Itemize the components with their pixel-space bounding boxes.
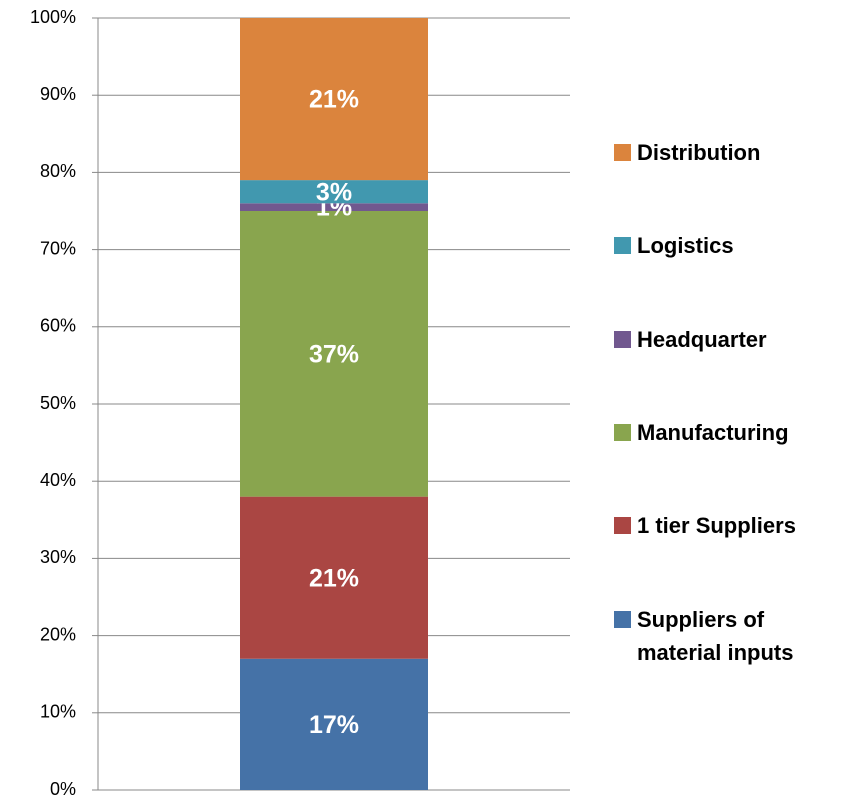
y-tick-label: 40% (40, 470, 76, 490)
bar-segment (240, 18, 428, 181)
data-label: 21% (309, 564, 359, 592)
y-tick-label: 0% (50, 779, 76, 799)
legend-label: 1 tier Suppliers (637, 513, 796, 539)
legend-swatch (614, 237, 631, 255)
legend-label: Manufacturing (637, 419, 789, 445)
legend-label: Headquarter (637, 326, 767, 352)
legend-swatch (614, 517, 631, 535)
legend-swatch (614, 610, 631, 628)
y-tick-label: 90% (40, 84, 76, 104)
y-tick-label: 20% (40, 624, 76, 644)
y-tick-label: 10% (40, 702, 76, 722)
legend-item: 1 tier Suppliers (614, 509, 844, 542)
y-tick-label: 30% (40, 547, 76, 567)
legend-item: Manufacturing (614, 416, 844, 449)
data-label: 3% (316, 178, 352, 206)
y-tick-label: 70% (40, 238, 76, 258)
legend-label: Distribution (637, 140, 761, 165)
y-tick-label: 100% (30, 7, 76, 27)
bar-segment (240, 203, 428, 211)
legend-swatch (614, 144, 631, 161)
data-label: 21% (309, 86, 359, 114)
legend-item: Logistics (614, 229, 844, 262)
y-tick-label: 80% (40, 161, 76, 181)
data-label: 17% (309, 711, 359, 739)
legend-swatch (614, 330, 631, 348)
data-label: 37% (309, 340, 359, 368)
y-tick-label: 60% (40, 316, 76, 336)
bar-segment (240, 496, 428, 659)
bar-segment (240, 180, 428, 204)
legend-label: Suppliers of material inputs (637, 606, 794, 665)
legend-item: Headquarter (614, 323, 844, 356)
y-tick-label: 50% (40, 393, 76, 413)
bar-segment (240, 658, 428, 790)
legend-swatch (614, 423, 631, 441)
bar-segment (240, 211, 428, 497)
legend-item: Suppliers of material inputs (614, 603, 844, 669)
legend-label: Logistics (637, 233, 734, 259)
legend-item: Distribution (614, 136, 844, 169)
